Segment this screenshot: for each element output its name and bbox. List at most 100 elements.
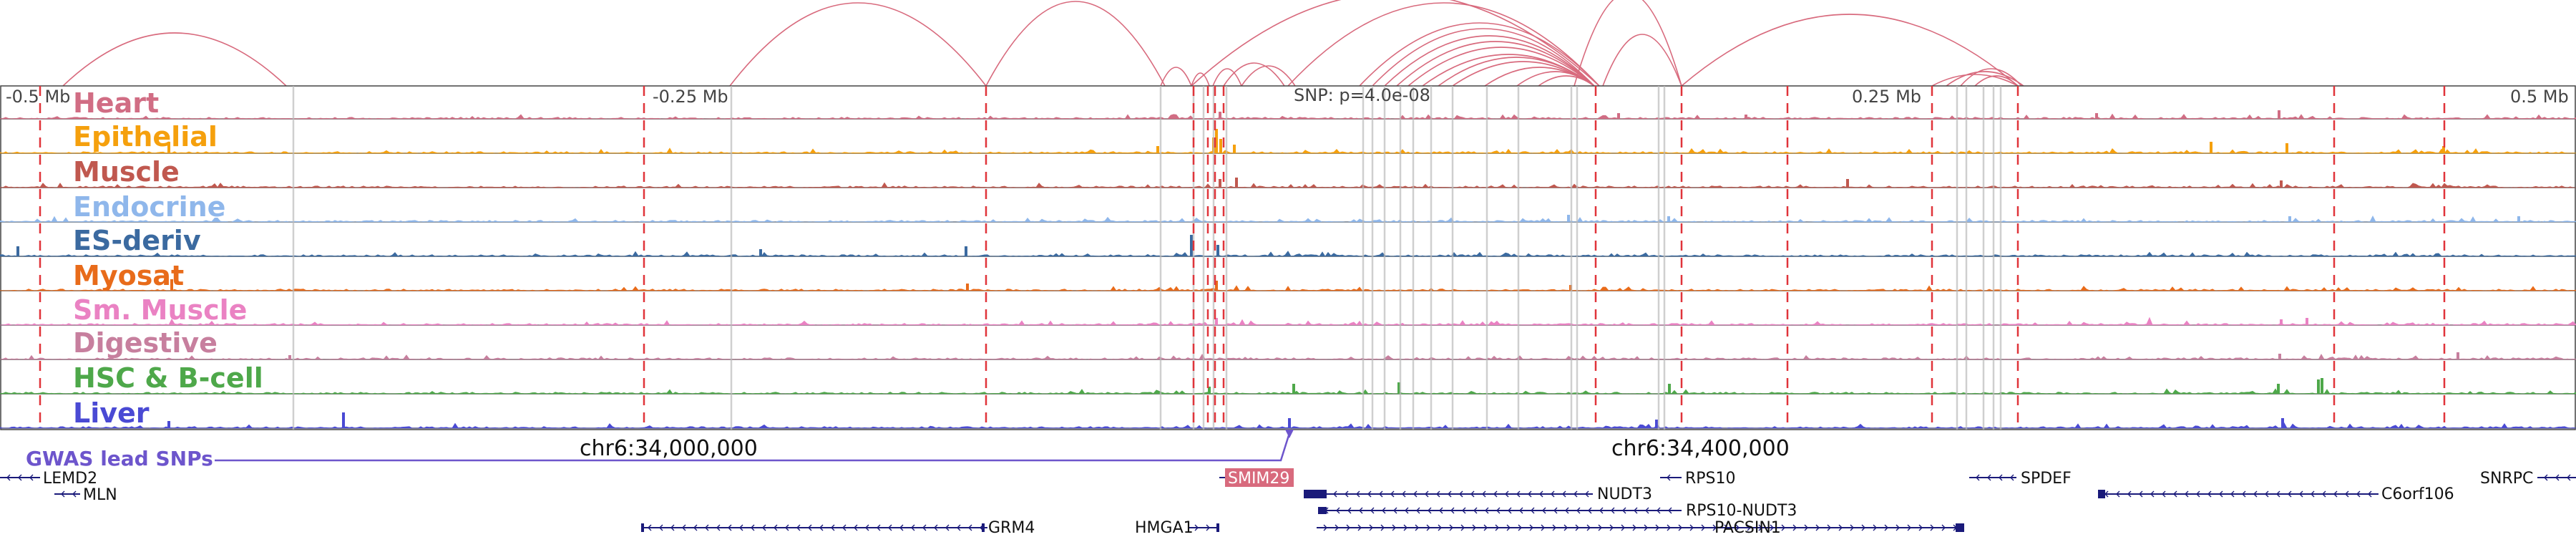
gene-grm4-exon-1 — [641, 523, 644, 532]
gene-pacsin1-arrow — [1735, 524, 1740, 531]
gene-pacsin1-exon-1 — [1956, 523, 1964, 532]
coordinate-right: chr6:34,400,000 — [1611, 436, 1790, 461]
gene-nudt3-arrow — [1345, 490, 1349, 498]
track-peak-2-7 — [2285, 143, 2288, 153]
gene-grm4-arrow — [819, 524, 824, 531]
gene-spdef — [1969, 474, 2016, 481]
track-label-digestive: Digestive — [73, 327, 218, 359]
track-peak-10-2 — [167, 421, 170, 428]
gene-nudt3-arrow — [1482, 490, 1486, 498]
gene-spdef-arrow — [1987, 474, 1991, 481]
gene-pacsin1-arrow — [1838, 524, 1843, 531]
gene-c6orf106-arrow — [2276, 490, 2280, 498]
track-peak-9-2 — [1397, 382, 1400, 394]
gene-nudt3 — [1304, 490, 1593, 498]
gene-pacsin1-arrow — [1781, 524, 1785, 531]
interaction-arc-4 — [1160, 67, 1192, 87]
gene-pacsin1-arrow — [1712, 524, 1717, 531]
gene-grm4-arrow — [922, 524, 927, 531]
gene-c6orf106-arrow — [2345, 490, 2349, 498]
gene-grm4-arrow — [831, 524, 835, 531]
gene-nudt3-arrow — [1390, 490, 1395, 498]
gene-grm4-arrow — [670, 524, 675, 531]
gene-pacsin1-arrow — [1896, 524, 1900, 531]
ruler-left-label: -0.5 Mb — [6, 87, 70, 107]
gene-pacsin1-arrow — [1335, 524, 1339, 531]
track-peak-9-4 — [2277, 384, 2280, 394]
interaction-arc-28 — [1974, 75, 2019, 87]
gene-rps10-nudt3-arrow — [1336, 507, 1340, 514]
gene-rps10-nudt3 — [1318, 507, 1682, 514]
gene-pacsin1-arrow — [1586, 524, 1591, 531]
track-peak-9-1 — [1292, 384, 1295, 394]
gene-rps10-nudt3-arrow — [1359, 507, 1363, 514]
gene-hmga1-arrow — [1194, 524, 1199, 531]
gene-label-rps10: RPS10 — [1685, 470, 1736, 488]
gene-rps10-nudt3-arrow — [1462, 507, 1466, 514]
interaction-arc-15 — [1407, 47, 1595, 87]
gene-nudt3-arrow — [1585, 490, 1589, 498]
track-label-es-deriv: ES-deriv — [73, 225, 201, 256]
track-row-9 — [0, 378, 2576, 395]
track-signal-9 — [0, 388, 2576, 395]
gene-pacsin1-arrow — [1518, 524, 1522, 531]
gene-grm4-arrow — [842, 524, 847, 531]
gene-rps10-nudt3-arrow — [1668, 507, 1672, 514]
gene-pacsin1-arrow — [1346, 524, 1350, 531]
gene-grm4-arrow — [739, 524, 743, 531]
gene-nudt3-arrow — [1448, 490, 1452, 498]
track-signal-5 — [0, 251, 2576, 257]
gene-pacsin1-arrow — [1472, 524, 1476, 531]
gene-pacsin1-arrow — [1392, 524, 1396, 531]
gene-spdef-arrow — [1999, 474, 2003, 481]
gene-rps10-arrow — [1667, 474, 1671, 481]
gene-rps10-nudt3-arrow — [1553, 507, 1558, 514]
track-signal-4 — [0, 215, 2576, 223]
track-panel-frame — [0, 85, 2576, 430]
interaction-arc-3 — [985, 1, 1166, 87]
track-peak-8-2 — [2278, 354, 2281, 359]
signal-tracks — [0, 110, 2576, 429]
gene-hmga1 — [1188, 523, 1219, 532]
gene-rps10-nudt3-arrow — [1531, 507, 1535, 514]
interaction-arc-11 — [1359, 22, 1600, 87]
track-peak-10-4 — [1655, 420, 1658, 428]
gene-label-snrpc: SNRPC — [2480, 470, 2533, 488]
gene-mln — [54, 490, 80, 498]
track-signal-2 — [0, 147, 2576, 154]
gene-c6orf106-arrow — [2139, 490, 2143, 498]
gene-nudt3-arrow — [1493, 490, 1498, 498]
gene-grm4-arrow — [911, 524, 915, 531]
track-signal-1 — [0, 113, 2576, 120]
track-peak-6-1 — [170, 279, 173, 291]
gene-grm4-arrow — [796, 524, 801, 531]
gene-label-spdef: SPDEF — [2021, 470, 2072, 488]
gene-nudt3-arrow — [1333, 490, 1337, 498]
gene-pacsin1-arrow — [1506, 524, 1511, 531]
track-peak-2-4 — [1156, 146, 1159, 153]
gene-c6orf106-arrow — [2230, 490, 2235, 498]
gene-pacsin1-arrow — [1483, 524, 1488, 531]
track-label-heart: Heart — [73, 87, 159, 119]
gene-c6orf106-arrow — [2173, 490, 2177, 498]
gene-c6orf106-arrow — [2299, 490, 2303, 498]
gene-label-lemd2: LEMD2 — [43, 470, 97, 488]
gene-c6orf106-arrow — [2162, 490, 2166, 498]
gene-pacsin1-arrow — [1667, 524, 1671, 531]
gene-c6orf106-arrow — [2150, 490, 2155, 498]
gene-rps10-nudt3-arrow — [1393, 507, 1397, 514]
gene-rps10-nudt3-arrow — [1473, 507, 1478, 514]
track-label-liver: Liver — [73, 397, 150, 429]
gene-grm4-arrow — [648, 524, 652, 531]
track-peak-4-3 — [2288, 216, 2291, 222]
track-peak-4-1 — [1567, 215, 1570, 222]
gene-pacsin1-arrow — [1598, 524, 1602, 531]
gene-rps10-nudt3-arrow — [1634, 507, 1638, 514]
gene-rps10-nudt3-arrow — [1599, 507, 1604, 514]
gene-grm4-arrow — [705, 524, 709, 531]
gene-pacsin1-arrow — [1861, 524, 1865, 531]
track-row-8 — [0, 352, 2576, 360]
gene-grm4-arrow — [728, 524, 732, 531]
track-peak-3-1 — [1219, 179, 1221, 188]
interaction-arc-1 — [62, 32, 287, 87]
